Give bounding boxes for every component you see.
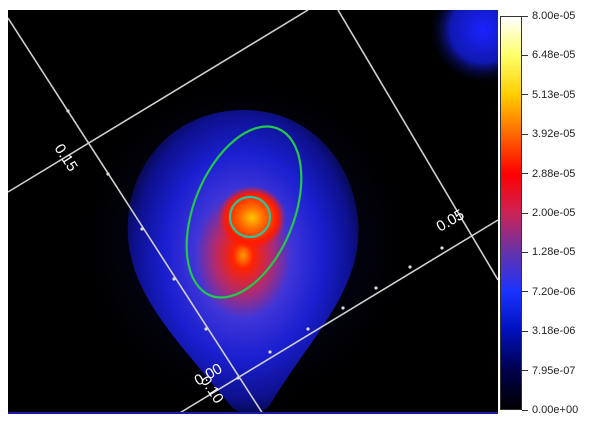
corner-emission [428, 10, 498, 85]
grid-line [8, 10, 309, 193]
intensity-map: 0.15 0.05 0.00 0.10 [8, 10, 498, 414]
colorbar-tick [522, 54, 528, 56]
colorbar-label: 8.00e-05 [532, 10, 576, 22]
colorbar-tick [522, 15, 528, 17]
colorbar-tick [522, 291, 528, 293]
colorbar-tick [522, 251, 528, 253]
colorbar-label: 0.00e+00 [532, 404, 579, 416]
core [218, 186, 286, 250]
colorbar-tick [522, 330, 528, 332]
colorbar-label: 7.95e-07 [532, 364, 576, 377]
colorbar-label: 6.48e-05 [532, 49, 576, 62]
grid-line [177, 219, 498, 414]
colorbar-label: 1.28e-05 [532, 246, 576, 259]
colorbar-label: 7.20e-06 [532, 285, 576, 298]
colorbar-label: 5.13e-05 [532, 88, 576, 101]
colorbar-tick [522, 370, 528, 372]
colorbar-tick [522, 212, 528, 214]
colorbar-tick [522, 173, 528, 175]
colorbar-label: 3.92e-05 [532, 128, 576, 141]
colorbar-label: 2.00e-05 [532, 207, 576, 219]
coordinate-grid [8, 10, 498, 414]
colorbar-tick [522, 133, 528, 135]
colorbar-tick [522, 409, 528, 411]
colorbar [500, 16, 522, 410]
colorbar-label: 3.18e-06 [532, 325, 576, 338]
grid-line [8, 17, 264, 414]
grid-line [337, 10, 498, 281]
colorbar-label: 2.88e-05 [532, 167, 576, 180]
colorbar-tick [522, 94, 528, 96]
frame-border [8, 412, 498, 414]
image-panel: 0.15 0.05 0.00 0.10 [8, 10, 498, 414]
small-circle-region [228, 195, 272, 239]
grid-ticks [66, 109, 444, 380]
large-ellipse-region [185, 125, 303, 299]
